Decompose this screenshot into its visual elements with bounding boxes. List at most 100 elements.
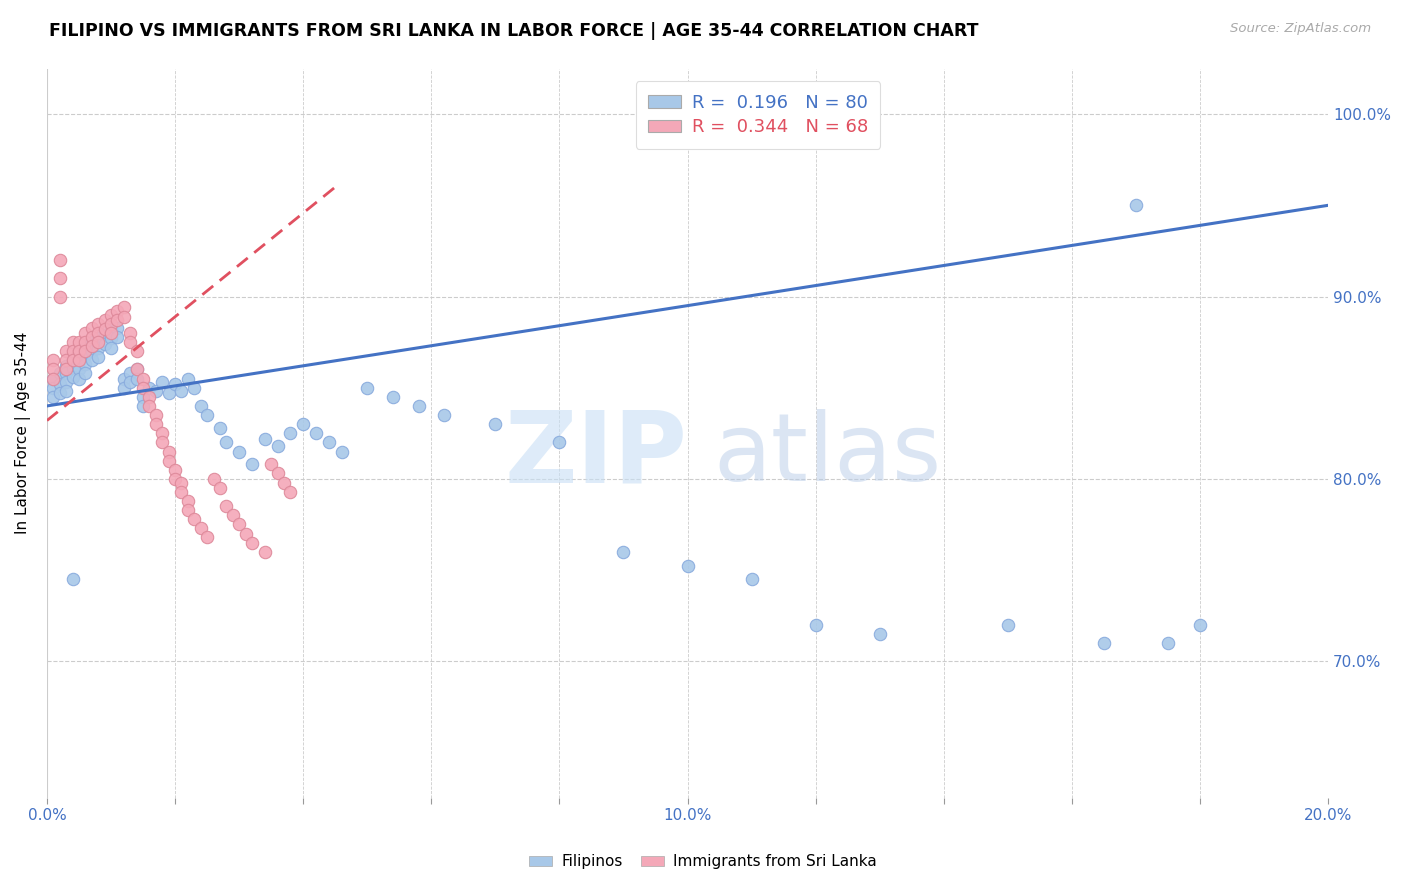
Legend: R =  0.196   N = 80, R =  0.344   N = 68: R = 0.196 N = 80, R = 0.344 N = 68 — [636, 81, 880, 149]
Point — [125, 344, 148, 359]
Point — [177, 503, 200, 517]
Point — [120, 326, 142, 340]
Point — [997, 617, 1019, 632]
Point — [132, 390, 155, 404]
Point — [484, 417, 506, 432]
Point — [67, 371, 90, 385]
Point — [62, 335, 84, 350]
Point — [80, 320, 103, 334]
Point — [165, 377, 187, 392]
Point — [80, 353, 103, 368]
Point — [42, 353, 65, 368]
Point — [87, 317, 110, 331]
Point — [93, 327, 115, 342]
Point — [1157, 636, 1180, 650]
Point — [107, 329, 129, 343]
Point — [42, 390, 65, 404]
Point — [87, 335, 110, 350]
Point — [132, 371, 155, 385]
Y-axis label: In Labor Force | Age 35-44: In Labor Force | Age 35-44 — [15, 332, 31, 534]
Point — [75, 348, 97, 362]
Point — [87, 326, 110, 340]
Point — [132, 399, 155, 413]
Point — [112, 301, 135, 315]
Point — [202, 472, 225, 486]
Point — [80, 329, 103, 343]
Point — [138, 399, 160, 413]
Point — [157, 444, 180, 458]
Point — [253, 432, 276, 446]
Point — [49, 366, 72, 380]
Point — [240, 458, 263, 472]
Point — [67, 353, 90, 368]
Point — [150, 426, 173, 441]
Point — [138, 381, 160, 395]
Point — [55, 359, 77, 373]
Point — [125, 362, 148, 376]
Point — [280, 426, 302, 441]
Point — [49, 253, 72, 268]
Point — [240, 535, 263, 549]
Point — [67, 362, 90, 376]
Point — [150, 376, 173, 390]
Text: atlas: atlas — [713, 409, 942, 501]
Point — [260, 458, 283, 472]
Point — [195, 530, 218, 544]
Point — [112, 371, 135, 385]
Point — [107, 304, 129, 318]
Point — [55, 376, 77, 390]
Point — [125, 371, 148, 385]
Point — [42, 362, 65, 376]
Point — [145, 384, 167, 399]
Point — [145, 417, 167, 432]
Point — [62, 351, 84, 366]
Point — [120, 376, 142, 390]
Point — [273, 475, 295, 490]
Point — [87, 341, 110, 355]
Point — [222, 508, 245, 523]
Point — [75, 366, 97, 380]
Point — [120, 335, 142, 350]
Point — [49, 289, 72, 303]
Point — [67, 344, 90, 359]
Point — [93, 337, 115, 351]
Point — [145, 408, 167, 422]
Point — [112, 381, 135, 395]
Point — [55, 353, 77, 368]
Point — [62, 572, 84, 586]
Point — [62, 344, 84, 359]
Point — [42, 371, 65, 385]
Point — [100, 331, 122, 345]
Text: ZIP: ZIP — [505, 407, 688, 504]
Point — [330, 444, 353, 458]
Point — [67, 335, 90, 350]
Point — [305, 426, 328, 441]
Point — [266, 467, 288, 481]
Point — [408, 399, 430, 413]
Point — [177, 371, 200, 385]
Point — [100, 317, 122, 331]
Point — [183, 512, 205, 526]
Point — [138, 390, 160, 404]
Point — [87, 350, 110, 364]
Point — [132, 381, 155, 395]
Point — [80, 335, 103, 350]
Point — [804, 617, 827, 632]
Point — [235, 526, 257, 541]
Point — [49, 271, 72, 285]
Point — [215, 500, 238, 514]
Point — [280, 484, 302, 499]
Point — [741, 572, 763, 586]
Point — [165, 463, 187, 477]
Point — [55, 362, 77, 376]
Point — [157, 386, 180, 401]
Point — [100, 326, 122, 340]
Point — [75, 344, 97, 359]
Point — [100, 341, 122, 355]
Point — [62, 369, 84, 384]
Point — [75, 341, 97, 355]
Point — [80, 339, 103, 353]
Point — [55, 384, 77, 399]
Point — [381, 390, 404, 404]
Point — [170, 475, 193, 490]
